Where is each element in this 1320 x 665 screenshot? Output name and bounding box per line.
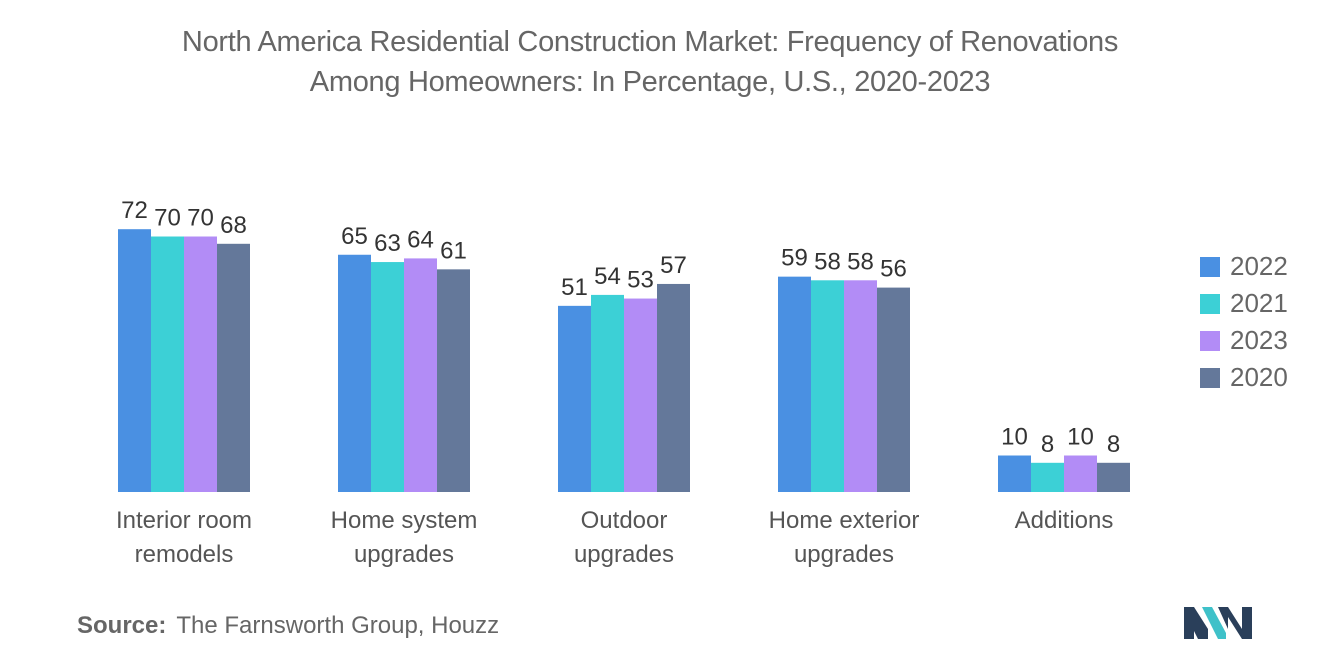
bar bbox=[657, 283, 690, 492]
bar bbox=[118, 229, 151, 492]
data-label: 54 bbox=[594, 263, 621, 290]
bar bbox=[811, 280, 844, 492]
legend-swatch bbox=[1200, 256, 1220, 277]
data-label: 57 bbox=[660, 252, 687, 279]
chart-title-line-2: Among Homeowners: In Percentage, U.S., 2… bbox=[309, 66, 991, 98]
category-label: Home exterior bbox=[769, 507, 920, 534]
legend-label: 2021 bbox=[1230, 288, 1288, 318]
legend-label: 2023 bbox=[1230, 325, 1288, 355]
bar bbox=[404, 258, 437, 492]
legend-swatch bbox=[1200, 330, 1220, 351]
category-label: upgrades bbox=[794, 541, 894, 568]
source-label: Source: bbox=[77, 612, 167, 639]
category-label: Outdoor bbox=[581, 507, 668, 534]
data-label: 70 bbox=[187, 205, 214, 232]
legend-item: 2020 bbox=[1200, 359, 1288, 396]
data-label: 8 bbox=[1107, 431, 1120, 458]
bar bbox=[624, 298, 657, 492]
bar bbox=[1097, 462, 1130, 492]
data-label: 58 bbox=[847, 248, 874, 275]
category-label: Home system bbox=[331, 507, 478, 534]
legend-swatch bbox=[1200, 367, 1220, 388]
bar bbox=[151, 236, 184, 492]
logo-middle-shape bbox=[1202, 607, 1226, 639]
bar bbox=[778, 276, 811, 492]
data-label: 63 bbox=[374, 230, 401, 257]
data-label: 65 bbox=[341, 223, 368, 250]
data-label: 56 bbox=[880, 256, 907, 283]
bar bbox=[371, 262, 404, 492]
bar bbox=[1064, 455, 1097, 492]
data-label: 72 bbox=[121, 197, 148, 224]
data-label: 53 bbox=[627, 267, 654, 294]
legend-swatch bbox=[1200, 293, 1220, 314]
data-label: 68 bbox=[220, 212, 247, 239]
logo-right-shape bbox=[1218, 607, 1252, 639]
brand-logo bbox=[1184, 607, 1252, 639]
bar bbox=[844, 280, 877, 492]
bar bbox=[338, 254, 371, 492]
category-label: Additions bbox=[1015, 507, 1114, 534]
data-label: 58 bbox=[814, 248, 841, 275]
chart-legend: 2022 2021 2023 2020 bbox=[1200, 248, 1288, 396]
bar bbox=[558, 305, 591, 492]
bar bbox=[998, 455, 1031, 492]
source-text: The Farnsworth Group, Houzz bbox=[176, 612, 500, 639]
chart-title-line-1: North America Residential Construction M… bbox=[181, 26, 1119, 58]
data-label: 70 bbox=[154, 205, 181, 232]
data-label: 64 bbox=[407, 226, 434, 253]
bar bbox=[437, 269, 470, 492]
data-label: 61 bbox=[440, 237, 467, 264]
category-label: Interior room bbox=[116, 507, 252, 534]
category-label: remodels bbox=[135, 541, 234, 568]
data-label: 8 bbox=[1041, 431, 1054, 458]
legend-label: 2020 bbox=[1230, 362, 1288, 392]
bar bbox=[1031, 462, 1064, 492]
source-note: Source: The Farnsworth Group, Houzz bbox=[77, 612, 499, 640]
bar bbox=[877, 287, 910, 492]
category-label: upgrades bbox=[574, 541, 674, 568]
data-label: 59 bbox=[781, 245, 808, 272]
data-label: 51 bbox=[561, 274, 588, 301]
data-label: 10 bbox=[1067, 424, 1094, 451]
data-label: 10 bbox=[1001, 424, 1028, 451]
legend-item: 2021 bbox=[1200, 285, 1288, 322]
category-label: upgrades bbox=[354, 541, 454, 568]
bar bbox=[217, 243, 250, 492]
bar bbox=[184, 236, 217, 492]
legend-item: 2022 bbox=[1200, 248, 1288, 285]
legend-item: 2023 bbox=[1200, 322, 1288, 359]
bar bbox=[591, 294, 624, 492]
legend-label: 2022 bbox=[1230, 251, 1288, 281]
logo-left-shape bbox=[1184, 607, 1208, 639]
chart-title: North America Residential Construction M… bbox=[60, 22, 1240, 102]
